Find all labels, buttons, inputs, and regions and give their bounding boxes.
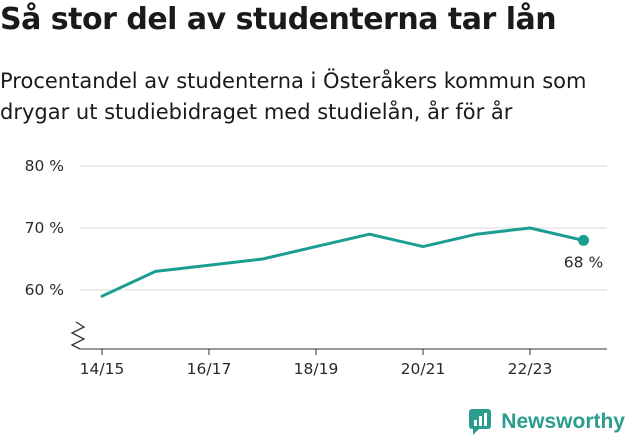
x-tick-label: 18/19 <box>294 360 339 378</box>
x-tick-label: 14/15 <box>80 360 125 378</box>
end-value-label: 68 % <box>564 253 603 271</box>
y-tick-label: 60 % <box>25 281 64 299</box>
end-point-marker <box>578 234 589 246</box>
brand-name: Newsworthy <box>501 410 625 433</box>
axis-break-icon <box>70 321 86 350</box>
tick-labels: 60 % 70 % 80 % 14/15 16/17 18/19 20/21 22/23 68 … <box>25 157 604 378</box>
chart-title: Så stor del av studenterna tar lån <box>0 2 557 37</box>
line-chart: 60 % 70 % 80 % 14/15 16/17 18/19 20/21 22/23 68 … <box>25 157 607 378</box>
x-axis <box>70 321 607 355</box>
series <box>100 226 589 298</box>
x-tick-label: 20/21 <box>401 360 446 378</box>
y-tick-label: 70 % <box>25 219 64 237</box>
y-tick-label: 80 % <box>25 157 64 175</box>
newsworthy-logo-icon <box>469 409 492 435</box>
series-line <box>100 226 585 298</box>
x-tick-label: 22/23 <box>508 360 553 378</box>
brand: Newsworthy <box>469 409 625 435</box>
chart-subtitle: Procentandel av studenterna i Österåkers… <box>0 69 587 124</box>
x-tick-label: 16/17 <box>187 360 232 378</box>
